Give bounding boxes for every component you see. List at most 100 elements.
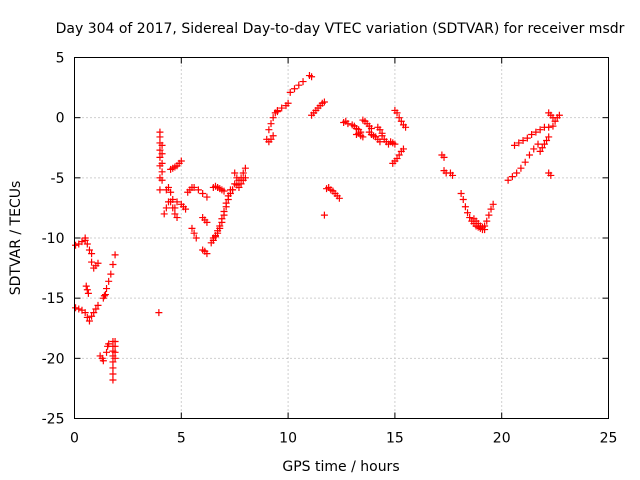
data-point xyxy=(218,215,226,223)
y-tick-label: -15 xyxy=(42,291,65,307)
data-point xyxy=(320,211,328,219)
series-arc-ak xyxy=(323,183,343,202)
data-point xyxy=(224,192,232,200)
data-point xyxy=(485,211,493,219)
series-arc-w xyxy=(199,246,211,258)
data-point xyxy=(478,223,486,231)
series-arc-d xyxy=(82,282,92,297)
data-point xyxy=(555,111,563,119)
data-point xyxy=(171,204,179,212)
x-tick-label: 5 xyxy=(177,431,186,447)
data-point xyxy=(515,139,523,147)
data-point xyxy=(457,189,465,197)
series-arc-be xyxy=(545,169,555,179)
data-point xyxy=(84,289,92,297)
data-point xyxy=(538,144,546,152)
series-arc-bg xyxy=(551,111,563,125)
x-tick-label: 25 xyxy=(600,431,618,447)
data-point xyxy=(109,364,117,372)
series-arc-at xyxy=(391,106,410,131)
data-point xyxy=(523,134,531,142)
data-point xyxy=(466,214,474,222)
data-point xyxy=(547,171,555,179)
data-point xyxy=(85,246,93,254)
data-point xyxy=(216,222,224,230)
data-point xyxy=(107,270,115,278)
series-arc-am xyxy=(348,121,365,136)
series-arc-c xyxy=(72,304,93,325)
data-point xyxy=(545,123,553,131)
series-arc-z xyxy=(209,186,237,242)
data-point xyxy=(395,114,403,122)
y-tick-labels: 5 0 -5 -10 -15 -20 -25 xyxy=(42,51,65,428)
x-axis-title: GPS time / hours xyxy=(282,459,399,475)
data-point xyxy=(551,117,559,125)
data-point xyxy=(81,309,89,317)
data-point xyxy=(530,145,538,153)
data-point xyxy=(367,124,375,132)
data-point xyxy=(536,147,544,155)
data-point xyxy=(177,157,185,165)
data-point xyxy=(92,305,100,313)
data-point xyxy=(483,217,491,225)
data-point xyxy=(237,180,245,188)
y-axis-title: SDTVAR / TECUs xyxy=(8,181,24,296)
series-arc-f xyxy=(88,258,102,272)
data-point xyxy=(167,188,175,196)
data-point xyxy=(464,209,472,217)
data-point xyxy=(111,251,119,259)
data-point xyxy=(235,183,243,191)
data-point xyxy=(211,232,219,240)
series-arc-v xyxy=(190,183,211,201)
series-arc-ar xyxy=(378,132,392,148)
series-arc-ap xyxy=(365,128,384,146)
series-arc-bf xyxy=(545,109,557,122)
data-point xyxy=(299,78,307,86)
data-point xyxy=(267,135,275,143)
data-point xyxy=(94,301,102,309)
data-point xyxy=(359,133,367,141)
data-point xyxy=(525,151,533,159)
data-point xyxy=(504,176,512,184)
data-point xyxy=(156,186,164,194)
data-point xyxy=(399,145,407,153)
data-point xyxy=(391,140,399,148)
data-point xyxy=(111,348,119,356)
series-arc-bb xyxy=(504,140,542,184)
y-tick-label: -20 xyxy=(42,351,65,367)
series-arc-q xyxy=(162,183,181,212)
data-point xyxy=(83,286,91,294)
data-point xyxy=(111,354,119,362)
data-point xyxy=(164,183,172,191)
data-point xyxy=(397,117,405,125)
data-point xyxy=(103,285,111,293)
data-point xyxy=(188,224,196,232)
data-point xyxy=(549,122,557,130)
series-arc-al xyxy=(340,117,352,128)
data-point xyxy=(273,108,281,116)
y-tick-label: 5 xyxy=(56,51,65,67)
data-point xyxy=(158,141,166,149)
data-point xyxy=(99,357,107,365)
data-point xyxy=(173,198,181,206)
series-arc-l xyxy=(111,337,119,362)
data-point xyxy=(461,203,469,211)
data-point xyxy=(199,189,207,197)
data-point xyxy=(190,229,198,237)
series-arc-o xyxy=(158,141,166,184)
series-arc-g xyxy=(96,352,107,365)
data-point xyxy=(291,85,299,93)
grid xyxy=(74,57,609,419)
data-point xyxy=(286,88,294,96)
series-arc-ao xyxy=(359,116,375,132)
data-point xyxy=(278,104,286,112)
series-arc-aj xyxy=(320,211,328,219)
series-arc-p xyxy=(160,198,181,222)
data-point xyxy=(158,176,166,184)
data-point xyxy=(72,304,80,312)
chart-title: Day 304 of 2017, Sidereal Day-to-day VTE… xyxy=(56,21,625,37)
series-arc-s xyxy=(177,200,190,213)
data-point xyxy=(284,99,292,107)
data-point xyxy=(171,210,179,218)
